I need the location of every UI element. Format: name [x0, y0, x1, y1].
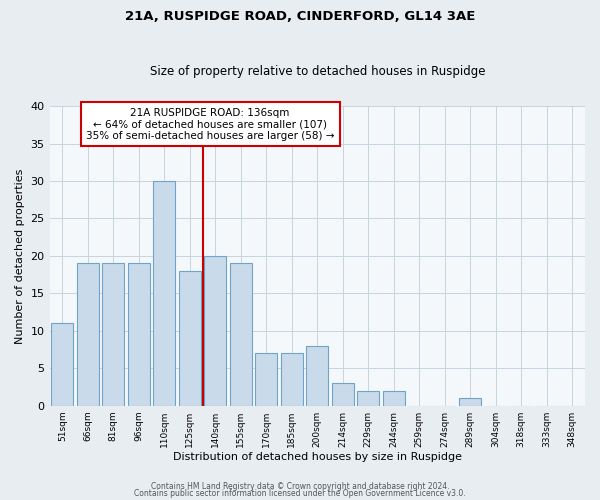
Bar: [332, 383, 353, 406]
Bar: [256, 354, 277, 406]
Bar: [358, 390, 379, 406]
Bar: [179, 271, 200, 406]
Y-axis label: Number of detached properties: Number of detached properties: [15, 168, 25, 344]
Bar: [307, 346, 328, 406]
X-axis label: Distribution of detached houses by size in Ruspidge: Distribution of detached houses by size …: [173, 452, 462, 462]
Bar: [460, 398, 481, 406]
Title: Size of property relative to detached houses in Ruspidge: Size of property relative to detached ho…: [149, 66, 485, 78]
Bar: [103, 264, 124, 406]
Text: 21A, RUSPIDGE ROAD, CINDERFORD, GL14 3AE: 21A, RUSPIDGE ROAD, CINDERFORD, GL14 3AE: [125, 10, 475, 23]
Bar: [128, 264, 149, 406]
Bar: [230, 264, 251, 406]
Bar: [77, 264, 98, 406]
Bar: [52, 324, 73, 406]
Bar: [205, 256, 226, 406]
Bar: [383, 390, 404, 406]
Bar: [154, 181, 175, 406]
Text: Contains HM Land Registry data © Crown copyright and database right 2024.: Contains HM Land Registry data © Crown c…: [151, 482, 449, 491]
Bar: [281, 354, 302, 406]
Text: 21A RUSPIDGE ROAD: 136sqm
← 64% of detached houses are smaller (107)
35% of semi: 21A RUSPIDGE ROAD: 136sqm ← 64% of detac…: [86, 108, 334, 141]
Text: Contains public sector information licensed under the Open Government Licence v3: Contains public sector information licen…: [134, 490, 466, 498]
